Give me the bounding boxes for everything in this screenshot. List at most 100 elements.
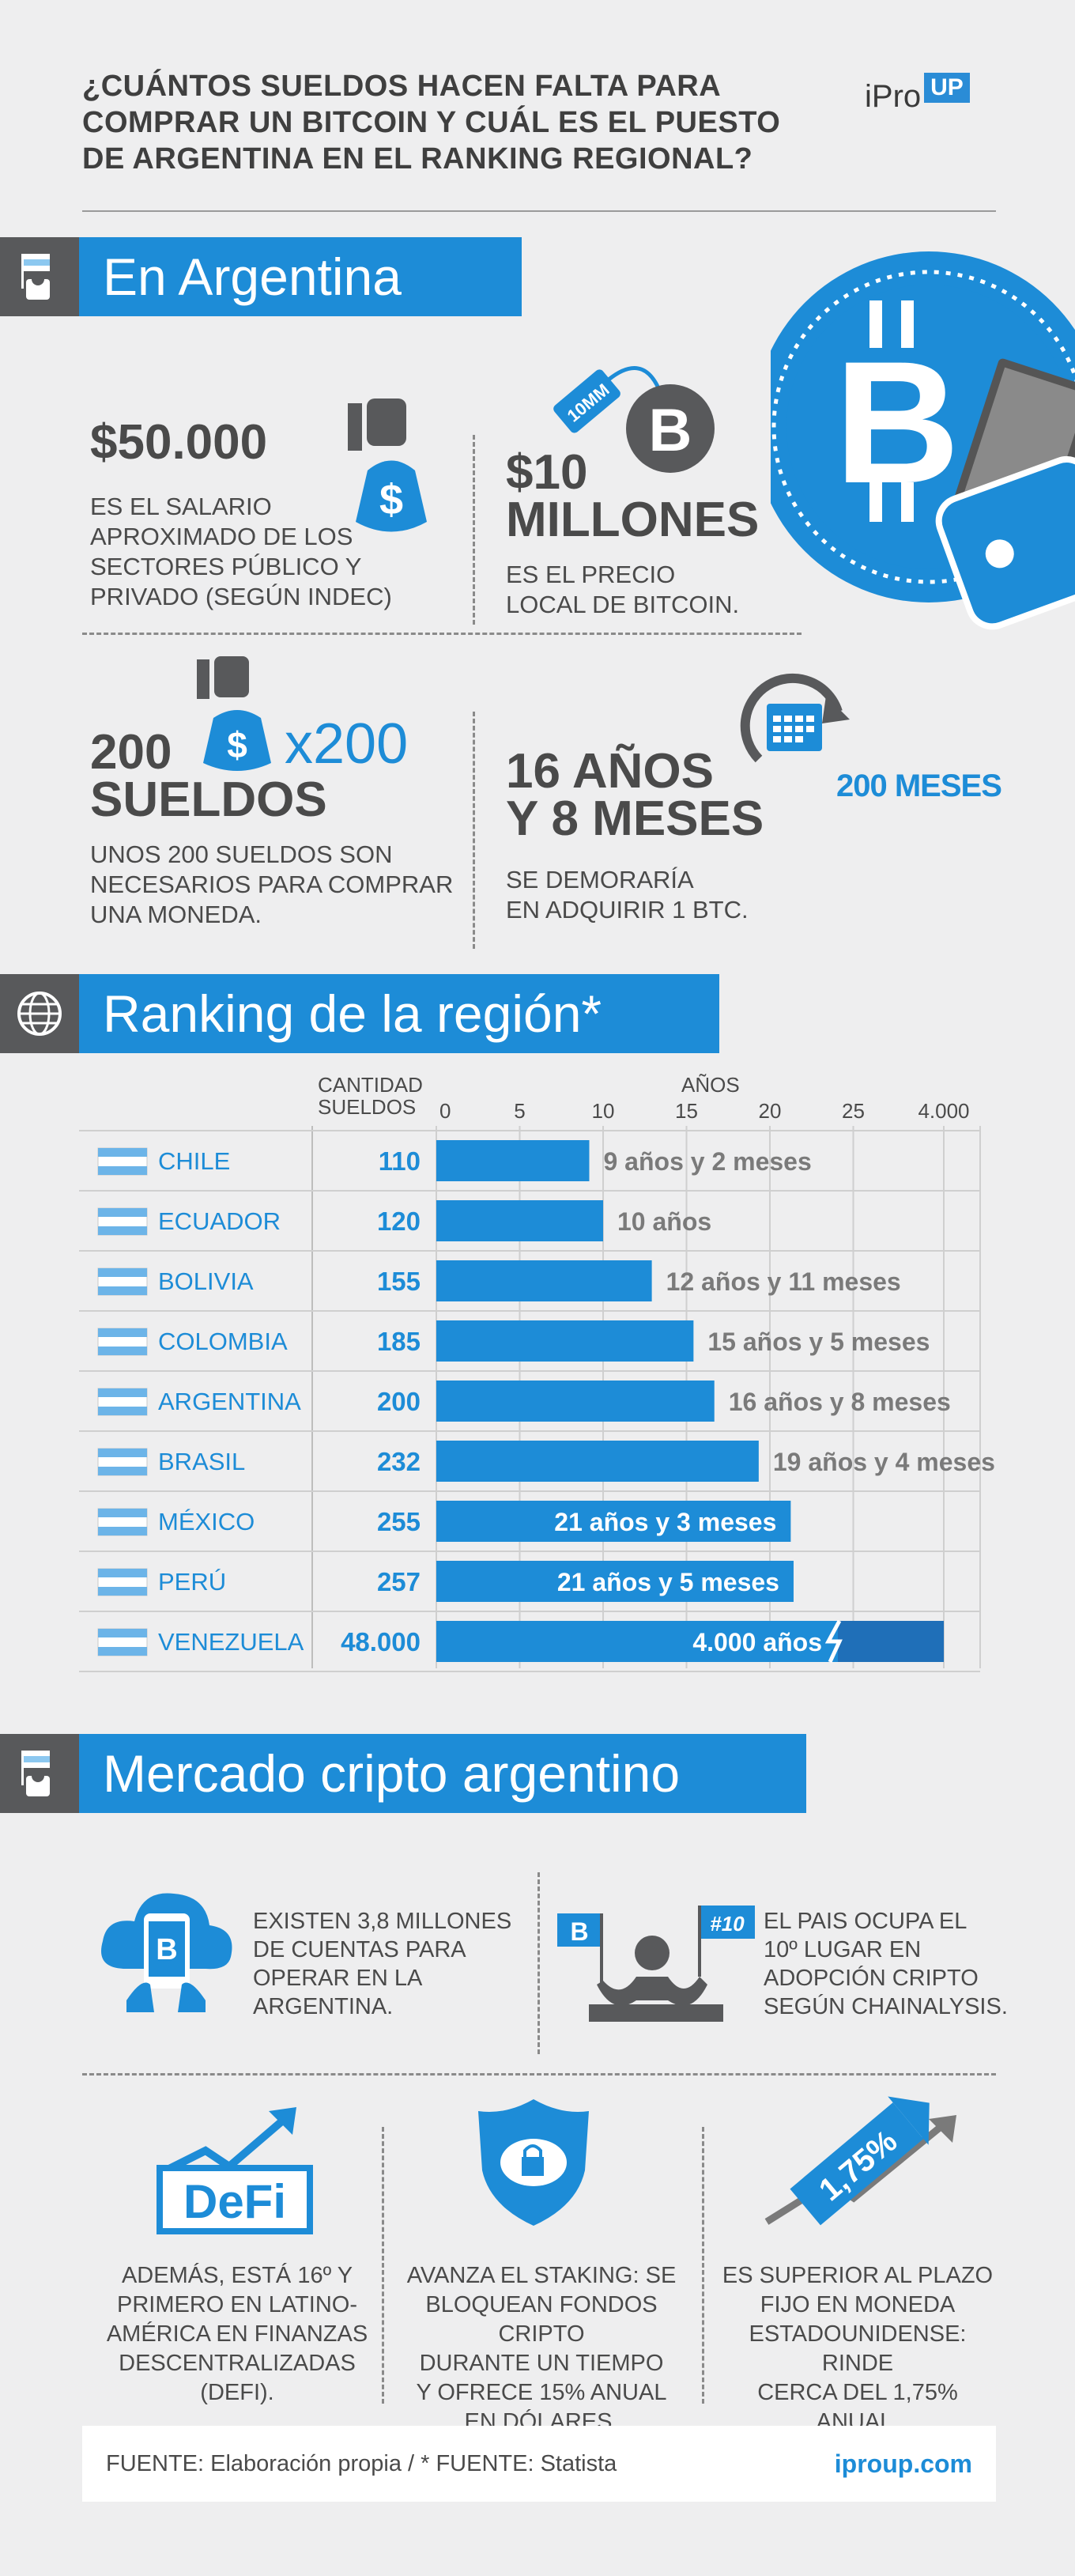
- salary-count: 255: [377, 1507, 421, 1536]
- bar-value-label: 19 años y 4 meses: [773, 1448, 995, 1476]
- flag-hand-icon: [0, 237, 79, 316]
- header-divider: [82, 210, 996, 212]
- svg-text:B: B: [835, 325, 960, 519]
- desc-line: ES SUPERIOR AL PLAZO: [722, 2263, 994, 2288]
- header-line: CANTIDAD: [318, 1073, 423, 1097]
- bar: [436, 1320, 694, 1362]
- flag-stripe: [98, 1268, 147, 1277]
- svg-text:$: $: [379, 476, 403, 523]
- bar-value-label: 12 años y 11 meses: [666, 1267, 901, 1296]
- flag-stripe: [98, 1208, 147, 1217]
- header-line: SUELDOS: [318, 1095, 417, 1119]
- bar: [436, 1140, 590, 1181]
- desc-line: SE DEMORARÍA: [506, 866, 694, 893]
- desc-line: SECTORES PÚBLICO Y: [90, 553, 362, 580]
- flag-stripe: [98, 1347, 147, 1355]
- rank-description: EL PAIS OCUPA EL 10º LUGAR EN ADOPCIÓN C…: [764, 1907, 1008, 2021]
- bitcoin-wallet-icon: B: [771, 251, 1075, 630]
- divider: [538, 1872, 540, 2054]
- salary-count: 185: [377, 1327, 421, 1356]
- logo-badge: UP: [924, 72, 970, 103]
- sueldos-line: 200: [90, 725, 172, 780]
- bar: [436, 1200, 603, 1241]
- bar-value-label: 16 años y 8 meses: [729, 1388, 951, 1416]
- desc-line: 10º LUGAR EN: [764, 1937, 922, 1962]
- desc-line: EN ADQUIRIR 1 BTC.: [506, 896, 749, 924]
- desc-line: SEGÚN CHAINALYSIS.: [764, 1994, 1008, 2019]
- divider: [473, 435, 475, 625]
- flag-stripe: [98, 1328, 147, 1337]
- flag-stripe: [98, 1286, 147, 1295]
- section-banner-ranking: Ranking de la región*: [0, 974, 719, 1053]
- desc-line: AVANZA EL STAKING: SE: [406, 2263, 677, 2288]
- x-tick-label: 0: [439, 1099, 451, 1123]
- country-label: ECUADOR: [158, 1207, 281, 1235]
- divider: [702, 2127, 704, 2404]
- bar: [436, 1381, 715, 1422]
- podium-flags-icon: B #10: [557, 1906, 755, 2022]
- bitcoin-tag-icon: 10MM B: [553, 365, 715, 473]
- svg-text:B: B: [570, 1917, 588, 1946]
- flag-stripe: [98, 1407, 147, 1415]
- iproup-logo: iPro UP: [865, 72, 970, 115]
- salary-count: 232: [377, 1447, 421, 1476]
- axis-break-icon: [824, 1619, 843, 1664]
- desc-line: DESCENTRALIZADAS: [119, 2351, 356, 2376]
- title-line: DE ARGENTINA EN EL RANKING REGIONAL?: [82, 142, 753, 176]
- flag-stripe: [98, 1569, 147, 1577]
- ranking-chart: 0 5 10 15 20 25 4.000 CHILE 110 9 años y 2 meses E…: [79, 1099, 995, 1672]
- salary-count: 200: [377, 1387, 421, 1416]
- price-description: ES EL PRECIO LOCAL DE BITCOIN.: [506, 560, 739, 620]
- desc-line: ES EL PRECIO: [506, 561, 676, 588]
- section-banner-mercado: Mercado cripto argentino: [0, 1734, 806, 1813]
- desc-line: ADOPCIÓN CRIPTO: [764, 1966, 979, 1991]
- bar: [436, 1260, 652, 1301]
- flag-stripe: [98, 1587, 147, 1596]
- price-value: $10 MILLONES: [506, 448, 759, 545]
- bar: [436, 1561, 794, 1602]
- desc-line: DURANTE UN TIEMPO: [419, 2351, 664, 2376]
- footer-link[interactable]: iproup.com: [834, 2449, 972, 2478]
- country-label: BRASIL: [158, 1448, 245, 1475]
- country-label: ARGENTINA: [158, 1388, 301, 1415]
- title-line: COMPRAR UN BITCOIN Y CUÁL ES EL PUESTO: [82, 106, 781, 139]
- footer-source: FUENTE: Elaboración propia / * FUENTE: S…: [106, 2450, 617, 2476]
- country-label: MÉXICO: [158, 1508, 255, 1535]
- divider: [82, 633, 802, 635]
- flag-stripe: [98, 1148, 147, 1157]
- flag-hand-icon: [0, 1734, 79, 1813]
- divider: [382, 2127, 384, 2404]
- defi-icon: DeFi: [156, 2107, 313, 2234]
- flag-stripe: [98, 1527, 147, 1535]
- bar-value-label: 10 años: [617, 1207, 711, 1236]
- bar-value-label: 4.000 años: [692, 1628, 822, 1656]
- desc-line: ESTADOUNIDENSE: RINDE: [749, 2321, 967, 2376]
- years-line: 16 AÑOS: [506, 744, 715, 799]
- defi-label: DeFi: [183, 2175, 286, 2228]
- money-bag-icon: $: [348, 398, 427, 532]
- desc-line: UNOS 200 SUELDOS SON: [90, 840, 393, 868]
- divider: [473, 712, 475, 949]
- years-description: SE DEMORARÍA EN ADQUIRIR 1 BTC.: [506, 865, 749, 925]
- sueldos-value: 200 SUELDOS: [90, 725, 327, 825]
- flag-stripe: [98, 1388, 147, 1397]
- country-label: BOLIVIA: [158, 1267, 254, 1295]
- x-tick-label: 5: [514, 1099, 525, 1123]
- rate-arrow-icon: 1,75%: [764, 2096, 956, 2226]
- bar-value-label: 15 años y 5 meses: [707, 1328, 930, 1356]
- desc-line: Y OFRECE 15% ANUAL: [416, 2380, 667, 2405]
- sueldos-description: UNOS 200 SUELDOS SON NECESARIOS PARA COM…: [90, 840, 453, 930]
- x-tick-label: 10: [592, 1099, 615, 1123]
- x-tick-label: 15: [675, 1099, 698, 1123]
- x-tick-label: 20: [759, 1099, 782, 1123]
- column-header-years: AÑOS: [681, 1073, 740, 1097]
- section-banner-argentina: En Argentina: [0, 237, 522, 316]
- rate-description: ES SUPERIOR AL PLAZO FIJO EN MONEDA ESTA…: [715, 2261, 1000, 2437]
- flag-stripe: [98, 1226, 147, 1235]
- months-badge: 200 MESES: [836, 769, 1002, 803]
- country-label: CHILE: [158, 1147, 230, 1175]
- salary-count: 48.000: [341, 1627, 421, 1656]
- country-label: VENEZUELA: [158, 1628, 304, 1656]
- flag-stripe: [98, 1166, 147, 1175]
- desc-line: EXISTEN 3,8 MILLONES: [253, 1909, 512, 1934]
